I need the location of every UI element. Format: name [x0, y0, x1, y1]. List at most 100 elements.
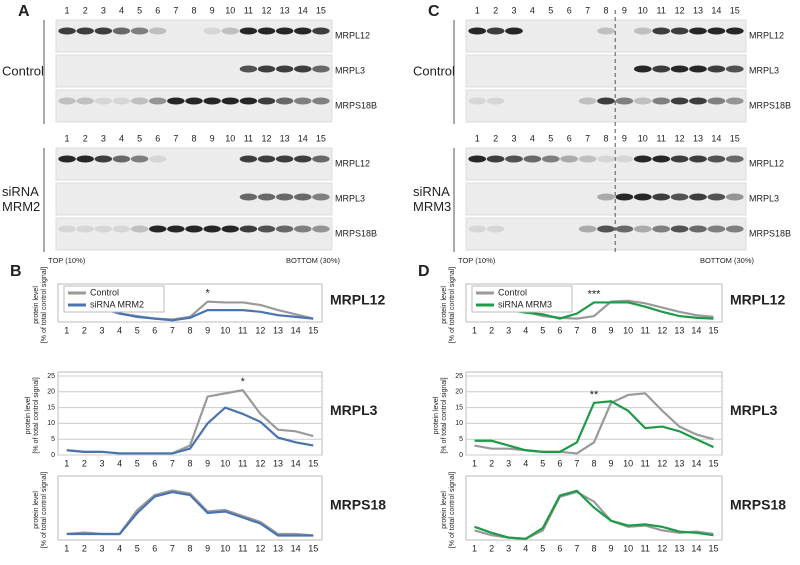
- lane-number: 3: [101, 133, 106, 143]
- x-tick-label: 13: [273, 325, 283, 335]
- panel-letter: A: [18, 3, 30, 20]
- band: [203, 97, 221, 105]
- lane-number: 7: [173, 133, 178, 143]
- x-tick-label: 8: [187, 543, 192, 553]
- band: [486, 155, 505, 163]
- band: [185, 97, 203, 105]
- lane-number: 11: [657, 133, 666, 143]
- x-tick-label: 11: [238, 325, 247, 335]
- band: [257, 193, 276, 201]
- band: [597, 97, 615, 105]
- lane-number: 4: [530, 5, 535, 15]
- band: [670, 225, 689, 233]
- band: [652, 65, 671, 73]
- lane-number: 7: [585, 5, 590, 15]
- x-tick-label: 1: [472, 543, 477, 553]
- band: [275, 27, 294, 35]
- band: [167, 97, 185, 105]
- band: [149, 27, 167, 35]
- legend-box: [471, 285, 573, 313]
- x-tick-label: 14: [691, 458, 701, 468]
- x-tick-label: 10: [220, 543, 230, 553]
- band: [294, 65, 312, 73]
- blot-strip: [55, 89, 333, 123]
- lane-number: 4: [530, 133, 535, 143]
- panel-letter: D: [418, 263, 430, 280]
- y-tick-label: 10: [47, 420, 55, 427]
- x-tick-label: 10: [623, 458, 633, 468]
- row-label: MRPL3: [335, 65, 365, 75]
- x-tick-label: 6: [152, 458, 157, 468]
- band: [523, 155, 542, 163]
- plot-frame: [465, 475, 723, 541]
- x-tick-label: 7: [574, 543, 579, 553]
- lane-number: 11: [244, 133, 253, 143]
- lane-number: 1: [65, 133, 70, 143]
- y-sublabel: [% of total control signal]: [449, 267, 456, 343]
- x-tick-label: 13: [674, 458, 684, 468]
- band: [275, 65, 294, 73]
- lane-number: 9: [210, 5, 215, 15]
- x-tick-label: 5: [135, 325, 140, 335]
- x-tick-label: 9: [609, 458, 614, 468]
- x-tick-label: 1: [64, 543, 69, 553]
- x-tick-label: 5: [135, 543, 140, 553]
- y-tick-label: 20: [47, 389, 55, 396]
- x-tick-label: 14: [291, 543, 301, 553]
- lane-number: 2: [493, 5, 498, 15]
- band: [94, 27, 113, 35]
- plot-frame: [57, 475, 323, 541]
- band: [633, 155, 652, 163]
- panel-letter: C: [428, 3, 440, 20]
- x-tick-label: 10: [623, 325, 633, 335]
- band: [130, 27, 149, 35]
- series-line: [66, 389, 314, 455]
- band: [578, 225, 597, 233]
- x-tick-label: 14: [691, 543, 701, 553]
- band: [76, 97, 94, 105]
- y-tick-label: 15: [455, 404, 463, 411]
- band: [94, 155, 113, 163]
- band: [505, 155, 523, 163]
- band: [707, 193, 726, 201]
- band: [239, 65, 258, 73]
- band: [615, 193, 634, 201]
- lane-number: 13: [693, 5, 703, 15]
- band: [689, 225, 707, 233]
- band: [725, 155, 744, 163]
- band: [652, 155, 671, 163]
- x-tick-label: 9: [609, 543, 614, 553]
- y-label: protein level: [441, 491, 448, 529]
- band: [652, 97, 671, 105]
- group-label: MRM3: [413, 199, 451, 214]
- x-tick-label: 1: [64, 458, 69, 468]
- x-tick-label: 7: [170, 325, 175, 335]
- y-tick-label: 25: [455, 373, 463, 380]
- lane-number: 13: [280, 133, 290, 143]
- x-tick-label: 12: [255, 325, 265, 335]
- lane-number: 12: [675, 133, 685, 143]
- band: [294, 193, 312, 201]
- chart-title: MRPL12: [730, 292, 785, 308]
- band: [312, 65, 330, 73]
- y-tick-label: 25: [47, 373, 55, 380]
- x-tick-label: 15: [308, 458, 318, 468]
- row-label: MRPL12: [749, 30, 784, 40]
- band: [76, 225, 94, 233]
- x-tick-label: 6: [557, 325, 562, 335]
- series-line: [474, 392, 714, 455]
- lane-number: 11: [657, 5, 666, 15]
- row-label: MRPL3: [749, 65, 779, 75]
- chart-title: MRPS18: [730, 497, 786, 513]
- group-label: siRNA: [413, 184, 450, 199]
- band: [149, 155, 167, 163]
- band: [652, 193, 671, 201]
- band: [149, 225, 167, 233]
- band: [221, 27, 239, 35]
- row-label: MRPL12: [335, 30, 370, 40]
- chart-title: MRPL12: [330, 292, 385, 308]
- band: [239, 155, 258, 163]
- x-tick-label: 14: [691, 325, 701, 335]
- lane-number: 11: [244, 5, 253, 15]
- band: [597, 225, 615, 233]
